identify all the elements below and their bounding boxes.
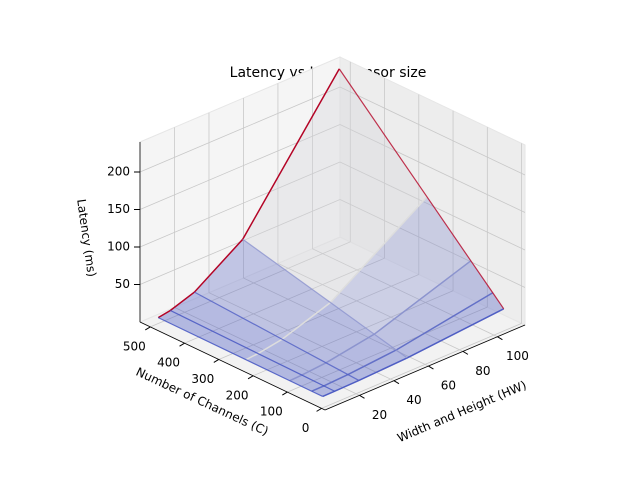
axis-line xyxy=(324,324,526,411)
z-tick-label: 150 xyxy=(107,202,130,216)
x-tick-label: 60 xyxy=(441,379,456,393)
surface-facet xyxy=(323,374,359,392)
y-tick xyxy=(145,326,151,331)
surface-facet xyxy=(158,310,259,360)
grid-line xyxy=(218,274,419,360)
surface-facet xyxy=(194,239,331,340)
grid-line xyxy=(312,248,498,338)
surface-facet xyxy=(245,353,302,381)
grid-line xyxy=(150,241,351,328)
x-tick-label: 40 xyxy=(406,393,421,407)
surface-facet xyxy=(347,350,408,381)
x-axis-label: Width and Height (HW) xyxy=(395,378,528,445)
grid-line xyxy=(321,323,522,409)
surface-facet xyxy=(170,292,283,354)
right-pane xyxy=(339,56,526,326)
x-tick xyxy=(428,365,434,370)
latency-line xyxy=(194,291,360,381)
axis-line xyxy=(139,321,326,411)
y-tick xyxy=(179,342,185,347)
y-tick-label: 100 xyxy=(260,405,283,419)
surface-facet xyxy=(396,292,504,358)
grid-line xyxy=(287,306,488,393)
z-axis-label: Latency (ms) xyxy=(74,198,99,278)
y-tick-label: 300 xyxy=(191,372,214,386)
x-tick-label: 100 xyxy=(506,349,529,363)
y-tick-label: 500 xyxy=(123,339,146,353)
y-tick-label: 0 xyxy=(302,421,310,435)
y-tick xyxy=(316,407,322,412)
latency-line xyxy=(157,317,323,397)
x-tick-label: 20 xyxy=(372,408,387,422)
grid-line xyxy=(184,257,385,344)
grid-line xyxy=(139,124,341,210)
y-tick xyxy=(247,375,254,380)
surface-facet xyxy=(258,339,326,376)
z-tick-label: 200 xyxy=(107,165,130,179)
grid-line xyxy=(277,263,464,352)
surface-facet xyxy=(325,334,397,375)
surface-facet xyxy=(242,68,427,303)
x-tick xyxy=(497,336,503,341)
grid-line xyxy=(339,199,526,288)
surface-facet xyxy=(330,196,471,335)
y-tick-label: 200 xyxy=(226,388,249,402)
grid-line xyxy=(339,161,526,251)
z-tick-label: 50 xyxy=(115,277,130,291)
latency-line xyxy=(338,68,505,310)
grid-line xyxy=(139,86,341,173)
grid-line xyxy=(174,306,360,396)
y-tick xyxy=(213,359,220,363)
y-tick-label: 400 xyxy=(157,356,180,370)
y-tick xyxy=(282,391,288,396)
latency-line xyxy=(242,238,408,359)
x-tick-label: 80 xyxy=(475,364,490,378)
z-tick-label: 100 xyxy=(107,240,130,254)
x-tick xyxy=(359,394,365,399)
grid-line xyxy=(139,161,341,248)
surface-facet xyxy=(374,260,493,351)
latency-line xyxy=(170,309,336,392)
surface-facet xyxy=(289,375,324,392)
grid-line xyxy=(339,124,526,213)
grid-line xyxy=(252,290,454,377)
x-tick xyxy=(393,380,400,385)
grid-line xyxy=(339,86,526,176)
x-tick xyxy=(462,350,469,355)
